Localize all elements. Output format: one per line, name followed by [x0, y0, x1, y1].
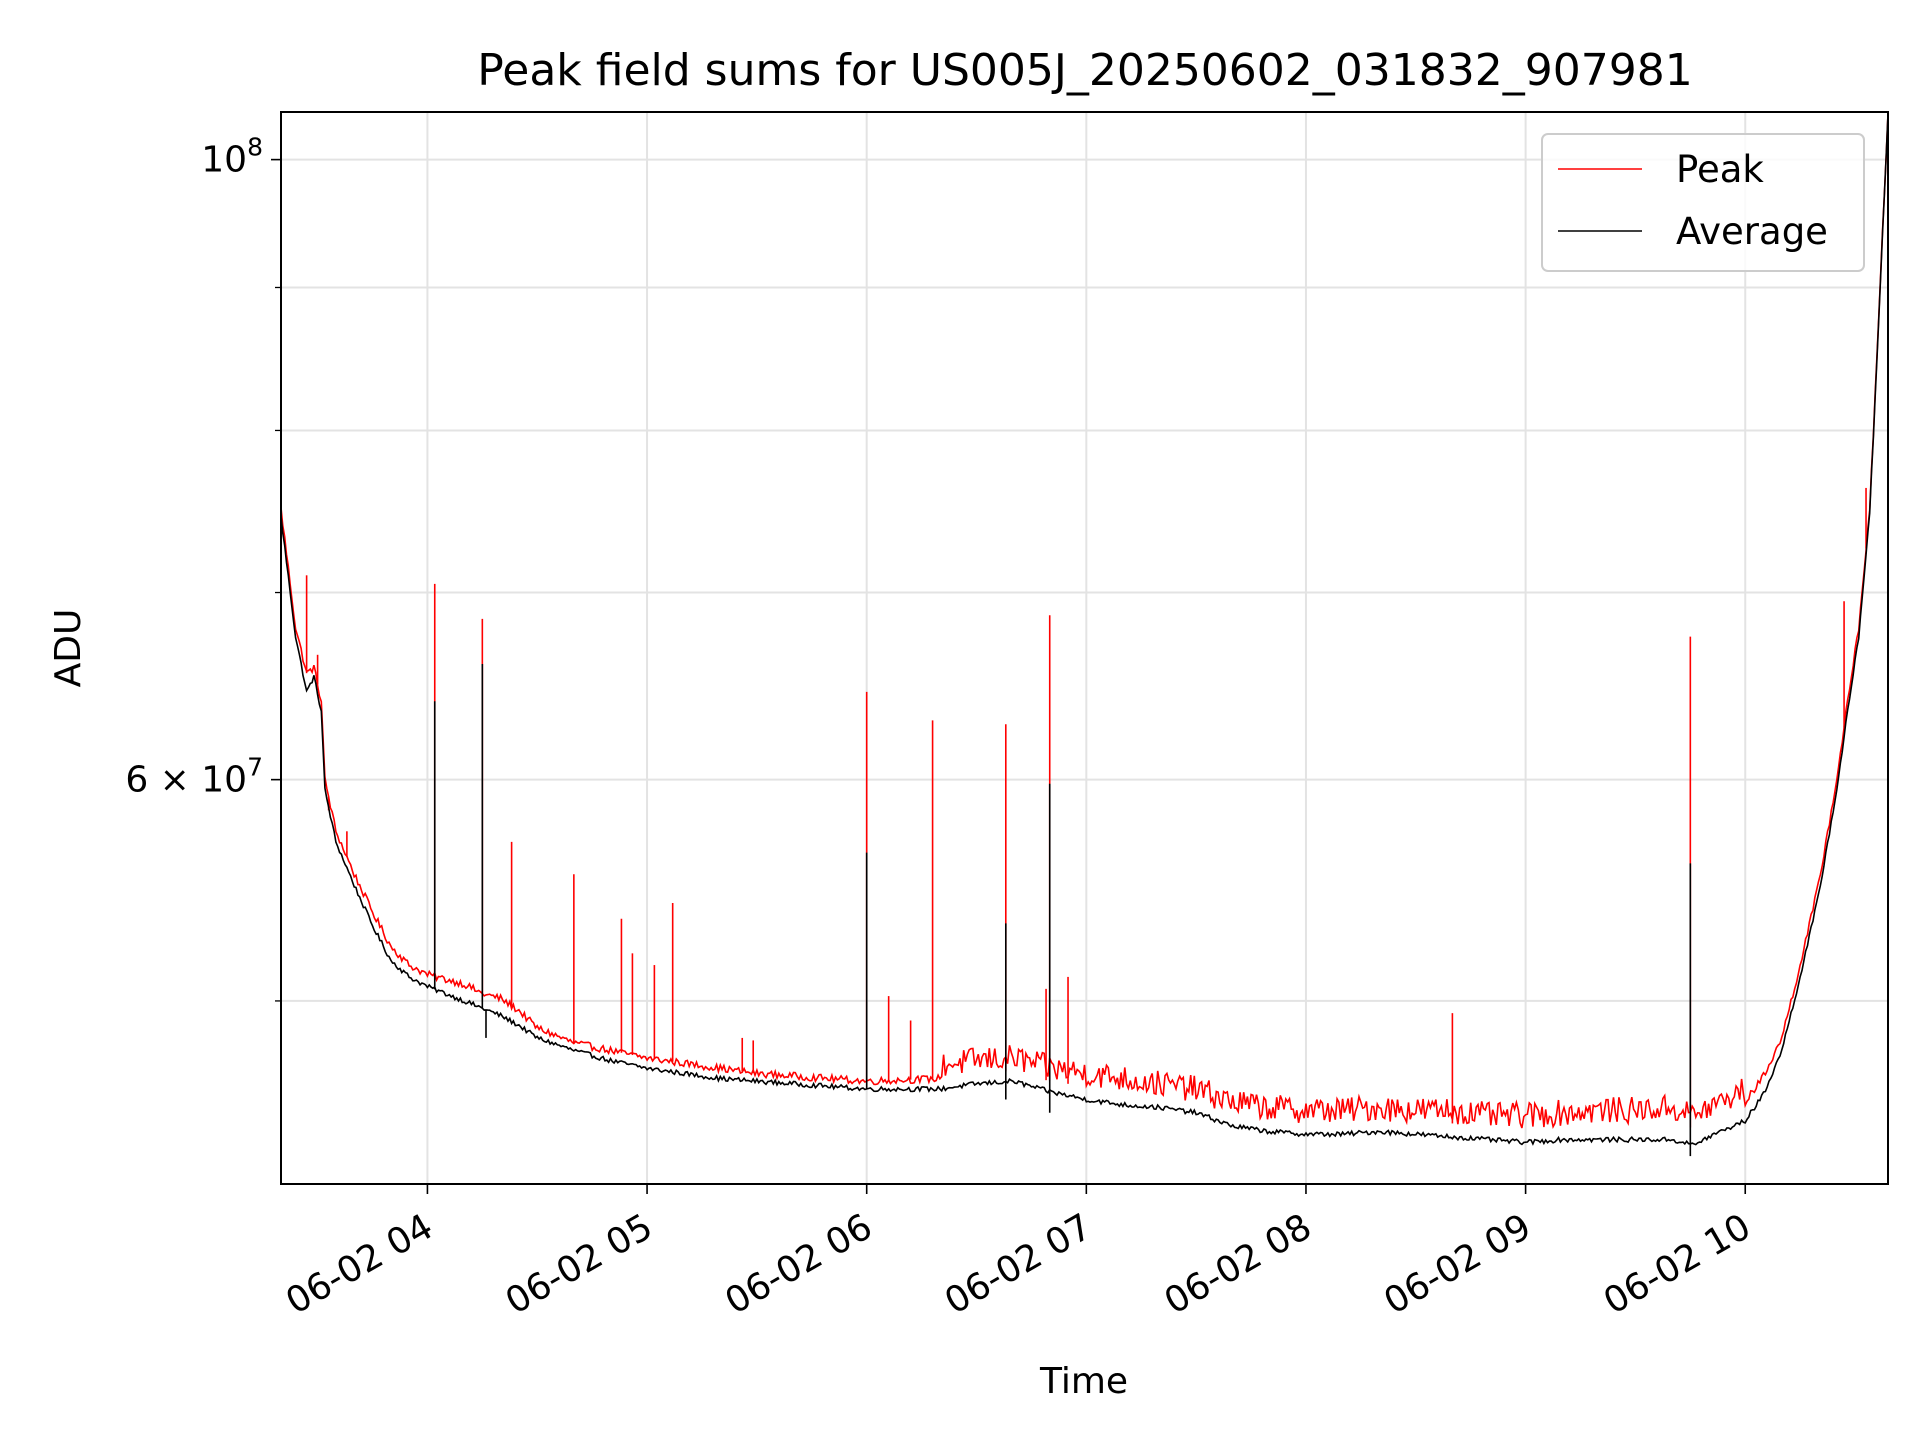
legend-label-peak: Peak	[1676, 148, 1764, 191]
y-tick-mantissa: 6	[125, 760, 148, 801]
series-layer	[281, 113, 1888, 1157]
legend: Peak Average	[1541, 133, 1865, 272]
y-axis-label: ADU	[48, 609, 89, 688]
legend-label-average: Average	[1676, 210, 1828, 253]
grid	[281, 112, 1888, 1184]
series-line-peak	[281, 114, 1888, 1130]
y-tick-base: 10	[201, 140, 247, 181]
series-line-average	[281, 113, 1888, 1146]
y-tick-base: 10	[201, 760, 247, 801]
x-axis-label: Time	[1039, 1361, 1128, 1402]
y-tick-times: ×	[148, 760, 201, 801]
plot-frame	[280, 111, 1889, 1185]
y-tick-label: 108	[201, 133, 263, 181]
y-tick-label: 6 × 107	[125, 753, 263, 801]
chart-title: Peak field sums for US005J_20250602_0318…	[477, 45, 1692, 96]
y-tick-exponent: 8	[247, 133, 263, 162]
y-tick-exponent: 7	[247, 753, 263, 782]
